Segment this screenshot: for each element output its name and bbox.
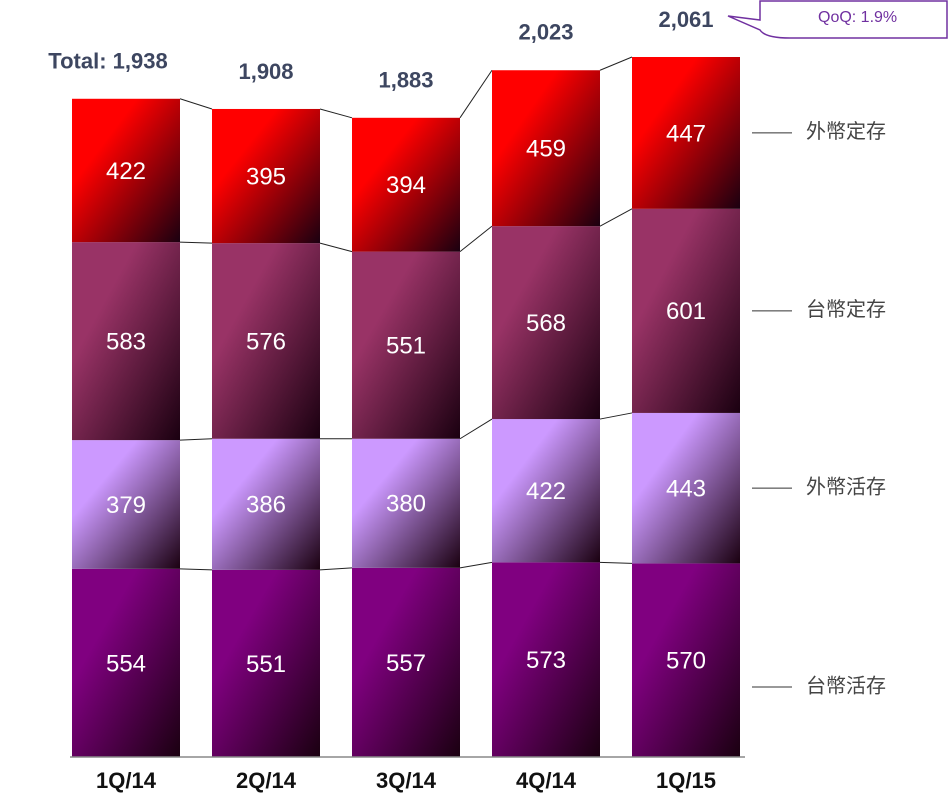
bar-segment xyxy=(212,438,320,570)
connector xyxy=(459,561,493,569)
bar-segment xyxy=(212,108,320,244)
bar-segment xyxy=(632,57,740,209)
value-label: 394 xyxy=(386,172,426,199)
bar-segment xyxy=(632,563,740,757)
value-label: 443 xyxy=(666,476,706,503)
bar-segment xyxy=(352,438,460,568)
connector xyxy=(179,98,213,110)
connector xyxy=(319,242,353,253)
x-tick-label: 4Q/14 xyxy=(516,768,577,793)
value-label: 573 xyxy=(526,647,566,674)
bar-segment xyxy=(492,70,600,227)
connector xyxy=(599,561,633,564)
total-label: 1,883 xyxy=(378,67,433,92)
total-label: 2,061 xyxy=(658,7,713,32)
x-tick-label: 2Q/14 xyxy=(236,768,297,793)
value-label: 422 xyxy=(106,158,146,185)
value-label: 551 xyxy=(386,333,426,360)
value-label: 551 xyxy=(246,651,286,678)
value-label: 459 xyxy=(526,136,566,163)
bar-segment xyxy=(492,419,600,563)
bar-segment xyxy=(632,412,740,564)
connector xyxy=(459,69,493,119)
x-tick-label: 1Q/14 xyxy=(96,768,157,793)
value-label: 568 xyxy=(526,310,566,337)
value-label: 554 xyxy=(106,650,146,677)
value-label: 386 xyxy=(246,492,286,519)
bar-segment xyxy=(352,117,460,252)
bar-segment xyxy=(72,242,180,441)
value-label: 379 xyxy=(106,492,146,519)
value-label: 447 xyxy=(666,120,706,147)
connector xyxy=(179,568,213,571)
callout-box xyxy=(727,0,948,39)
total-label: Total: 1,938 xyxy=(48,49,167,74)
value-label: 557 xyxy=(386,650,426,677)
legend-label: 外幣定存 xyxy=(806,120,886,143)
value-label: 576 xyxy=(246,328,286,355)
legend-label: 台幣定存 xyxy=(806,298,886,321)
value-label: 570 xyxy=(666,648,706,675)
connector xyxy=(459,225,493,253)
connector xyxy=(599,412,633,420)
value-label: 601 xyxy=(666,298,706,325)
value-label: 380 xyxy=(386,491,426,518)
legend-label: 台幣活存 xyxy=(806,674,886,697)
bar-segment xyxy=(352,567,460,757)
bar-segment xyxy=(492,226,600,420)
value-label: 422 xyxy=(526,478,566,505)
bar-segment xyxy=(72,568,180,757)
bar-segment xyxy=(352,251,460,439)
connector xyxy=(599,208,633,227)
bar-segment xyxy=(72,440,180,569)
legend-label: 外幣活存 xyxy=(806,475,886,498)
bar-segment xyxy=(212,243,320,439)
bar-segment xyxy=(632,208,740,413)
bar-segment xyxy=(72,98,180,243)
connector xyxy=(459,418,493,440)
value-label: 395 xyxy=(246,163,286,190)
total-label: 1,908 xyxy=(238,59,293,84)
connector xyxy=(599,56,633,71)
connector xyxy=(319,567,353,571)
annotation: QoQ: 1.9% xyxy=(818,9,897,26)
connector xyxy=(179,438,213,441)
x-tick-label: 3Q/14 xyxy=(376,768,437,793)
bar-segment xyxy=(212,569,320,757)
value-label: 583 xyxy=(106,328,146,355)
bar-segment xyxy=(492,562,600,757)
connector xyxy=(319,108,353,119)
total-label: 2,023 xyxy=(518,20,573,45)
x-tick-label: 1Q/15 xyxy=(656,768,716,793)
connector xyxy=(179,241,213,244)
